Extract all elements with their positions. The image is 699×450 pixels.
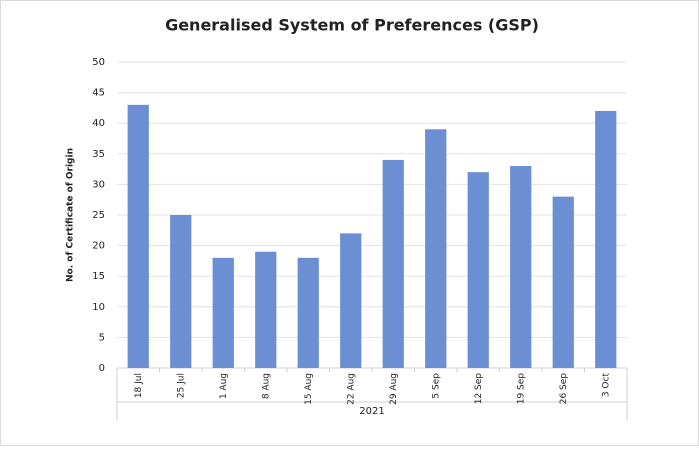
bar [467,172,489,368]
x-tick-label: 25 Jul [176,373,186,398]
y-tick-label: 10 [92,302,105,313]
bar [595,110,617,369]
y-tick-label: 25 [92,210,105,221]
x-tick-label: 8 Aug [261,373,271,399]
x-tick-label: 15 Aug [304,373,314,405]
y-tick-label: 30 [92,179,105,190]
x-tick-label: 22 Aug [346,373,356,405]
bar [212,257,234,368]
y-axis-label: No. of Certificate of Origin [66,148,76,282]
x-tick-label: 12 Sep [474,373,484,405]
bar [340,233,362,368]
x-tick-label: 3 Oct [601,373,611,398]
y-tick-label: 20 [92,241,105,252]
bar [255,251,277,368]
x-tick-label: 19 Sep [516,373,526,405]
y-tick-label: 50 [92,57,105,68]
bar [170,215,192,368]
x-group-label: 2021 [359,406,384,417]
x-tick-label: 26 Sep [559,373,569,405]
y-tick-label: 35 [92,149,105,160]
bar [382,159,404,368]
bar [425,129,447,368]
y-tick-label: 45 [92,88,105,99]
y-tick-label: 15 [92,271,105,282]
bar [297,257,319,368]
bar [127,104,149,368]
y-tick-label: 5 [99,332,105,343]
y-tick-label: 0 [99,363,105,374]
bar [552,196,574,368]
x-tick-label: 1 Aug [219,373,229,399]
bar [510,166,532,368]
y-tick-label: 40 [92,118,105,129]
x-tick-label: 29 Aug [389,373,399,405]
chart-title: Generalised System of Preferences (GSP) [165,16,539,35]
x-tick-label: 18 Jul [134,373,144,398]
x-tick-label: 5 Sep [431,373,441,399]
